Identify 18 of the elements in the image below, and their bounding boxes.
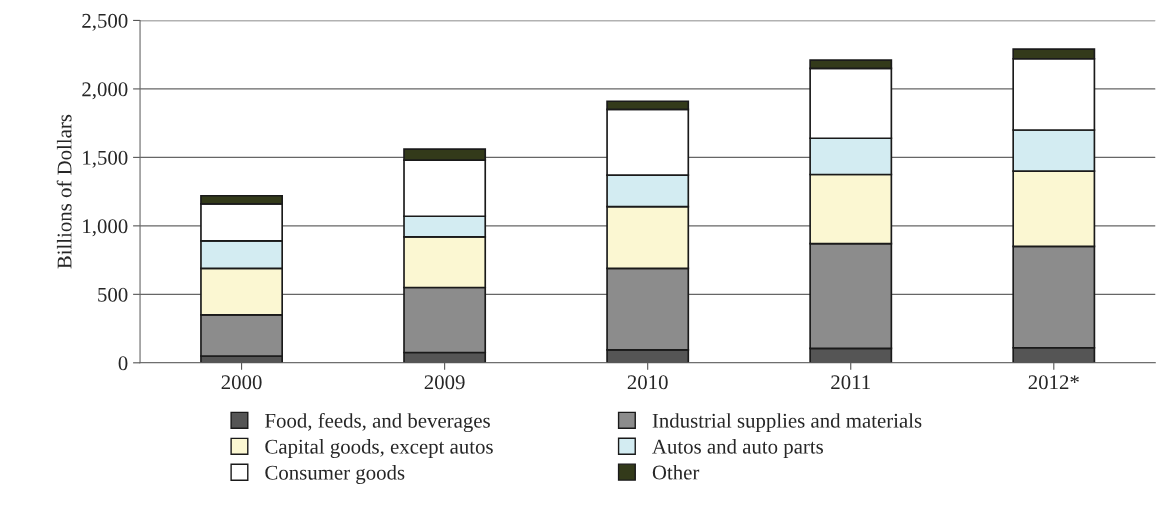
y-axis-title: Billions of Dollars <box>56 114 72 269</box>
legend-label: Capital goods, except autos <box>265 439 493 459</box>
x-tick-label: 2011 <box>831 375 870 390</box>
y-tick-label: 2,500 <box>82 13 128 31</box>
legend-label: Food, feeds, and beverages <box>265 412 490 433</box>
y-tick-label: 0 <box>118 356 128 371</box>
x-tick-label: 2009 <box>424 375 465 390</box>
legend-label: Other <box>652 464 700 480</box>
y-tick-label: 1,000 <box>83 219 128 237</box>
y-tick-label: 500 <box>98 287 128 302</box>
y-tick-label: 2,000 <box>82 82 128 100</box>
legend-label: Consumer goods <box>265 465 405 484</box>
x-tick-label: 2010 <box>627 375 668 390</box>
x-tick-label: 2000 <box>221 375 262 390</box>
legend-label: Autos and auto parts <box>652 439 823 458</box>
x-tick-label: 2012* <box>1028 375 1079 390</box>
y-tick-label: 1,500 <box>83 150 128 168</box>
legend-label: Industrial supplies and materials <box>652 413 922 433</box>
